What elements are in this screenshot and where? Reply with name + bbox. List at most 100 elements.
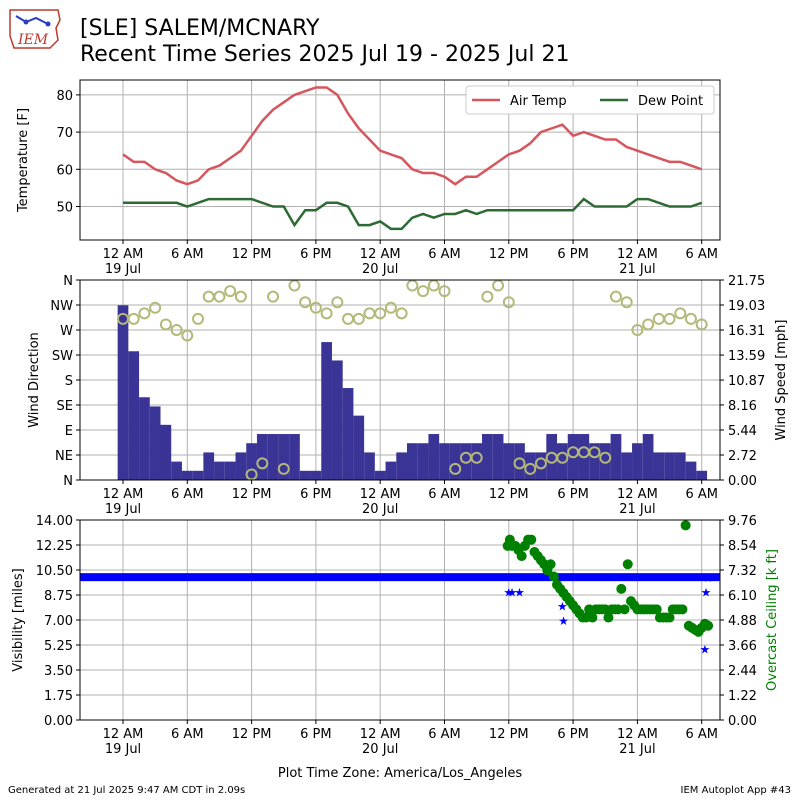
series-line-air-temp <box>122 86 703 186</box>
wind-direction-point <box>181 329 194 342</box>
y-tick-label: 80 <box>56 89 73 104</box>
y2-tick-label: 0.00 <box>728 714 757 729</box>
y2-tick-label: 6.10 <box>728 589 757 604</box>
wind-speed-bar <box>674 452 686 480</box>
y-tick-label: SE <box>57 399 73 414</box>
wind-direction-point <box>502 296 515 309</box>
wind-direction-point <box>256 457 269 470</box>
y2-tick-label: 10.87 <box>728 374 765 389</box>
y-axis-label: Visibility [miles] <box>11 568 26 671</box>
wind-speed-bar <box>621 452 633 480</box>
wind-speed-bar <box>482 434 493 480</box>
y-tick-label: 60 <box>56 163 73 178</box>
x-tick-label: 6 AM <box>685 487 718 502</box>
wind-direction-point <box>395 307 408 320</box>
wind-direction-point <box>138 307 151 320</box>
x-tick-label: 12 AM 19 Jul <box>103 487 144 517</box>
y-tick-label: 70 <box>56 126 73 141</box>
wind-speed-bar <box>342 388 354 480</box>
legend-label: Air Temp <box>510 94 567 109</box>
wind-direction-point <box>245 468 258 481</box>
wind-speed-bar <box>353 415 365 480</box>
x-tick-label: 6 PM <box>557 247 588 262</box>
wind-speed-bar <box>492 434 504 480</box>
wind-direction-point <box>684 312 697 325</box>
x-tick-label: 6 AM <box>428 487 461 502</box>
axes-frame <box>79 519 721 721</box>
x-tick-label: 12 PM <box>489 727 529 742</box>
wind-speed-bar <box>310 470 322 480</box>
wind-direction-point <box>213 290 226 303</box>
y2-tick-label: 4.88 <box>728 614 757 629</box>
wind-direction-point <box>481 290 494 303</box>
y2-tick-label: 13.59 <box>728 349 765 364</box>
wind-direction-point <box>406 279 419 292</box>
y2-tick-label: 7.32 <box>728 564 757 579</box>
wind-speed-bar <box>256 434 268 480</box>
y2-tick-label: 19.03 <box>728 299 765 314</box>
x-tick-label: 12 AM 21 Jul <box>617 487 658 517</box>
wind-direction-point <box>642 318 655 331</box>
wind-speed-bar <box>278 434 290 480</box>
wind-direction-point <box>342 312 355 325</box>
x-tick-label: 12 PM <box>232 727 272 742</box>
x-tick-label: 6 AM <box>171 247 204 262</box>
wind-direction-point <box>674 307 687 320</box>
ceiling-point <box>516 551 527 562</box>
x-tick-label: 6 AM <box>171 727 204 742</box>
wind-speed-bar <box>128 351 140 480</box>
wind-direction-point <box>524 462 537 475</box>
wind-speed-bar <box>406 443 418 480</box>
wind-speed-bar <box>589 443 600 480</box>
axes-frame <box>79 79 721 241</box>
visibility-point: ★ <box>703 571 714 585</box>
wind-speed-bar <box>599 443 611 480</box>
x-tick-label: 6 AM <box>428 247 461 262</box>
legend-box <box>465 85 715 115</box>
legend-label: Dew Point <box>638 94 703 109</box>
wind-speed-bar <box>117 305 129 480</box>
x-tick-label: 12 AM 19 Jul <box>103 247 144 277</box>
wind-direction-point <box>224 285 237 298</box>
wind-speed-bar <box>557 443 568 480</box>
ceiling-point <box>664 612 675 623</box>
x-tick-label: 6 AM <box>171 487 204 502</box>
y-tick-label: NE <box>55 449 73 464</box>
y-tick-label: SW <box>52 349 73 364</box>
wind-direction-point <box>149 301 162 314</box>
y2-tick-label: 9.76 <box>728 514 757 529</box>
wind-direction-point <box>352 312 365 325</box>
y2-tick-label: 2.44 <box>728 664 757 679</box>
x-tick-label: 12 AM 20 Jul <box>360 487 401 517</box>
wind-speed-bar <box>160 424 172 480</box>
y-tick-label: N <box>63 474 73 489</box>
wind-direction-point <box>449 462 462 475</box>
wind-speed-bar <box>331 360 343 480</box>
y2-tick-label: 1.22 <box>728 689 757 704</box>
x-tick-label: 12 AM 21 Jul <box>617 727 658 757</box>
y-tick-label: S <box>65 374 73 389</box>
wind-speed-bar <box>642 434 654 480</box>
wind-direction-point <box>588 446 601 459</box>
wind-speed-bar <box>385 461 397 480</box>
wind-direction-point <box>374 307 387 320</box>
chart-title-line2: Recent Time Series 2025 Jul 19 - 2025 Ju… <box>80 42 570 67</box>
footer-app: IEM Autoplot App #43 <box>680 785 791 796</box>
y2-tick-label: 3.66 <box>728 639 757 654</box>
y-tick-label: 3.50 <box>44 664 73 679</box>
wind-speed-bar <box>524 452 536 480</box>
wind-direction-point <box>599 451 612 464</box>
x-axis-label: Plot Time Zone: America/Los_Angeles <box>278 766 522 781</box>
wind-speed-bar <box>664 452 675 480</box>
wind-direction-point <box>320 307 333 320</box>
wind-speed-bar <box>685 461 697 480</box>
y2-tick-label: 8.54 <box>728 539 757 554</box>
panel-3 <box>122 520 703 724</box>
ceiling-point <box>651 604 662 615</box>
wind-direction-point <box>663 312 676 325</box>
wind-speed-bar <box>653 452 665 480</box>
wind-speed-bar <box>439 443 450 480</box>
y-tick-label: 7.00 <box>44 614 73 629</box>
wind-speed-bar <box>246 443 257 480</box>
